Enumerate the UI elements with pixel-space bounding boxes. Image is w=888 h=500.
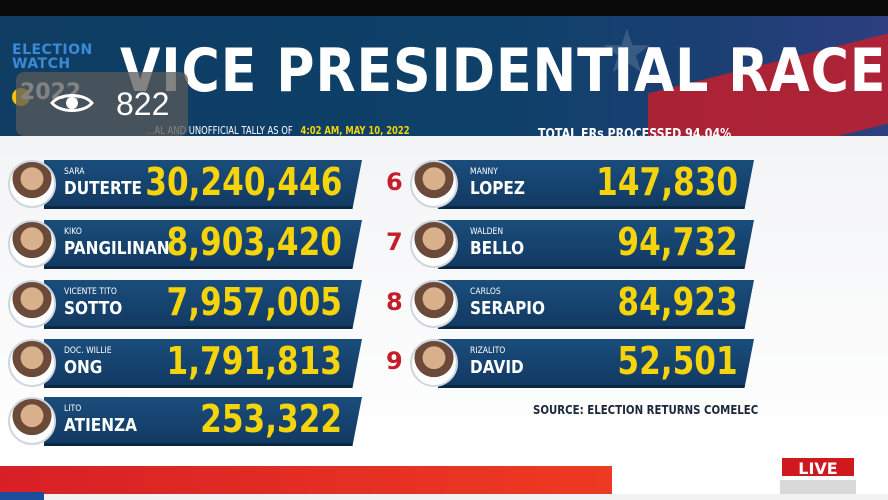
candidate-bar <box>438 280 754 329</box>
candidate-last-name: PANGILINAN <box>64 238 170 259</box>
candidate-rank: 9 <box>386 347 403 375</box>
candidate-rank: 6 <box>386 168 403 196</box>
candidate-bar <box>44 397 362 446</box>
candidate-row: DOC. WILLIE ONG 1,791,813 <box>0 335 362 388</box>
source-note: SOURCE: ELECTION RETURNS COMELEC <box>533 403 759 417</box>
bottom-left-accent <box>0 492 44 500</box>
candidate-first-name: WALDEN <box>470 227 504 237</box>
candidate-last-name: DUTERTE <box>64 178 143 199</box>
candidate-photo <box>8 397 56 445</box>
candidate-photo <box>8 280 56 328</box>
candidate-photo <box>410 280 458 328</box>
candidate-bar <box>44 160 362 209</box>
candidate-photo <box>410 220 458 268</box>
candidate-votes: 147,830 <box>596 160 738 204</box>
candidate-votes: 8,903,420 <box>166 220 342 264</box>
brand-line1: ELECTION <box>12 42 93 58</box>
candidate-last-name: SOTTO <box>64 298 123 319</box>
view-count-overlay: 822 <box>16 72 188 136</box>
page-title: VICE PRESIDENTIAL RACE <box>120 36 887 106</box>
top-black-strip <box>0 0 888 16</box>
candidate-first-name: SARA <box>64 167 85 177</box>
candidate-first-name: RIZALITO <box>470 346 506 356</box>
brand-line2: WATCH <box>12 56 71 72</box>
candidate-votes: 253,322 <box>200 397 342 441</box>
candidate-first-name: MANNY <box>470 167 498 177</box>
candidate-first-name: VICENTE TITO <box>64 287 117 297</box>
candidate-row: 7 WALDEN BELLO 94,732 <box>382 216 754 269</box>
candidate-bar <box>44 280 362 329</box>
candidate-rank: 7 <box>386 228 403 256</box>
candidate-votes: 30,240,446 <box>144 160 342 204</box>
candidate-votes: 1,791,813 <box>166 339 342 383</box>
view-count: 822 <box>116 86 170 122</box>
candidate-photo <box>8 160 56 208</box>
candidate-photo <box>410 339 458 387</box>
candidate-rank: 8 <box>386 288 403 316</box>
candidate-bar <box>44 339 362 388</box>
candidate-row: 9 RIZALITO DAVID 52,501 <box>382 335 754 388</box>
candidate-last-name: BELLO <box>470 238 525 259</box>
candidate-photo <box>410 160 458 208</box>
candidate-first-name: KIKO <box>64 227 82 237</box>
candidate-photo <box>8 220 56 268</box>
candidate-votes: 94,732 <box>617 220 738 264</box>
as-of-time: 4:02 AM, MAY 10, 2022 <box>300 124 410 136</box>
candidate-photo <box>8 339 56 387</box>
bottom-strip <box>0 494 888 500</box>
candidate-bar <box>44 220 362 269</box>
candidate-row: SARA DUTERTE 30,240,446 <box>0 156 362 209</box>
candidate-last-name: LOPEZ <box>470 178 525 199</box>
candidate-first-name: DOC. WILLIE <box>64 346 112 356</box>
candidate-row: 6 MANNY LOPEZ 147,830 <box>382 156 754 209</box>
bottom-ticker-bar <box>0 466 612 494</box>
candidate-row: KIKO PANGILINAN 8,903,420 <box>0 216 362 269</box>
candidate-bar <box>438 220 754 269</box>
candidate-first-name: CARLOS <box>470 287 501 297</box>
live-badge: LIVE <box>780 456 856 478</box>
candidate-last-name: ONG <box>64 357 103 378</box>
flag-star-icon: ★ <box>600 17 654 87</box>
eye-icon <box>50 94 94 112</box>
candidate-last-name: SERAPIO <box>470 298 546 319</box>
candidate-votes: 84,923 <box>617 280 738 324</box>
candidate-bar <box>438 160 754 209</box>
total-processed: TOTAL ERs PROCESSED 94.04% <box>538 127 732 136</box>
candidate-votes: 7,957,005 <box>166 280 342 324</box>
candidate-votes: 52,501 <box>617 339 738 383</box>
candidate-row: 8 CARLOS SERAPIO 84,923 <box>382 276 754 329</box>
candidate-row: LITO ATIENZA 253,322 <box>0 393 362 446</box>
candidate-bar <box>438 339 754 388</box>
candidate-last-name: ATIENZA <box>64 415 137 436</box>
candidate-last-name: DAVID <box>470 357 524 378</box>
candidate-first-name: LITO <box>64 404 82 414</box>
candidate-row: VICENTE TITO SOTTO 7,957,005 <box>0 276 362 329</box>
